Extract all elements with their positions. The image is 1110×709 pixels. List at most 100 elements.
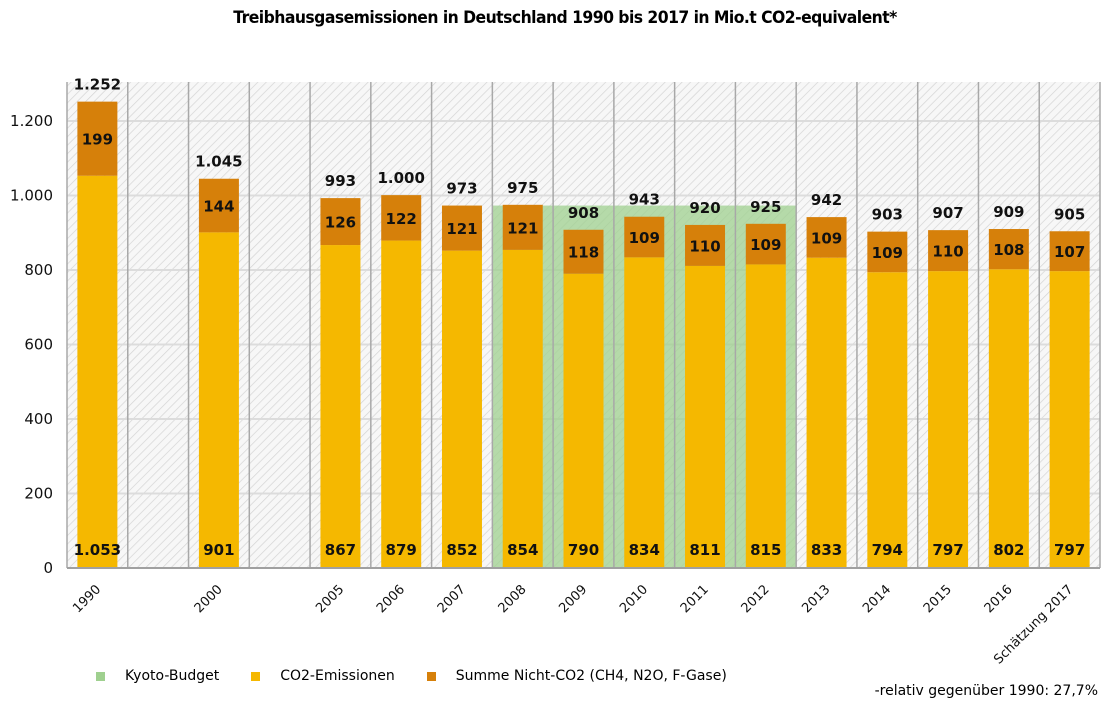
data-label-co2: 852 (446, 541, 477, 559)
x-tick-label: 2000 (192, 582, 226, 616)
data-label-co2: 834 (629, 541, 660, 559)
x-tick-label: 2013 (799, 582, 833, 616)
data-label-co2: 811 (689, 541, 720, 559)
y-tick-label: 1.200 (10, 112, 53, 130)
data-label-co2: 867 (325, 541, 356, 559)
bar-co2 (928, 271, 969, 568)
data-label-co2: 879 (386, 541, 417, 559)
bar-co2 (988, 269, 1029, 568)
bar-non-co2 (381, 195, 422, 241)
data-label-co2: 815 (750, 541, 781, 559)
data-label-co2: 797 (932, 541, 963, 559)
data-label-total: 1.045 (195, 153, 242, 171)
bar-non-co2 (806, 217, 847, 258)
x-tick-label: 2014 (860, 582, 894, 616)
legend-swatch-co2 (251, 671, 261, 681)
data-label-total: 1.252 (74, 76, 121, 94)
bar-non-co2 (928, 230, 969, 272)
data-label-non-co2: 107 (1054, 243, 1085, 261)
x-tick-label: 2010 (617, 582, 651, 616)
data-label-total: 920 (689, 199, 720, 217)
legend-item-non-co2: Summe Nicht-CO2 (CH4, N2O, F-Gase) (426, 668, 727, 684)
bar-non-co2 (624, 216, 665, 258)
x-tick-label: 2005 (313, 582, 347, 616)
bar-non-co2 (988, 229, 1029, 270)
bar-co2 (745, 264, 786, 568)
data-label-total: 975 (507, 179, 538, 197)
bar-non-co2 (685, 224, 726, 266)
data-label-total: 905 (1054, 205, 1085, 223)
data-label-total: 909 (993, 203, 1024, 221)
bar-non-co2 (320, 198, 361, 246)
data-label-non-co2: 126 (325, 214, 356, 232)
legend-item-co2: CO2-Emissionen (251, 668, 395, 684)
bar-non-co2 (77, 101, 118, 176)
bar-co2 (198, 232, 239, 568)
bar-co2 (624, 257, 665, 568)
legend-label-co2: CO2-Emissionen (280, 668, 395, 684)
y-tick-label: 0 (43, 559, 53, 577)
data-label-total: 903 (872, 206, 903, 224)
y-tick-label: 800 (24, 261, 53, 279)
data-label-total: 943 (629, 191, 660, 209)
bar-non-co2 (745, 223, 786, 265)
data-label-total: 908 (568, 204, 599, 222)
data-label-total: 973 (446, 180, 477, 198)
data-label-non-co2: 108 (993, 241, 1024, 259)
data-label-non-co2: 199 (82, 131, 113, 149)
data-label-total: 925 (750, 198, 781, 216)
data-label-non-co2: 109 (872, 244, 903, 262)
legend-label-kyoto-budget: Kyoto-Budget (125, 668, 220, 684)
bar-non-co2 (441, 205, 482, 251)
data-label-non-co2: 110 (932, 243, 963, 261)
legend: Kyoto-Budget CO2-Emissionen Summe Nicht-… (96, 668, 759, 684)
bar-non-co2 (867, 231, 908, 273)
bar-co2 (441, 250, 482, 568)
bar-non-co2 (1049, 231, 1090, 272)
data-label-non-co2: 121 (446, 220, 477, 238)
data-label-total: 907 (932, 204, 963, 222)
data-label-non-co2: 109 (629, 229, 660, 247)
bar-non-co2 (198, 178, 239, 233)
x-tick-label: 1990 (70, 582, 104, 616)
legend-label-non-co2: Summe Nicht-CO2 (CH4, N2O, F-Gase) (455, 668, 727, 684)
data-label-co2: 794 (872, 541, 903, 559)
y-tick-label: 400 (24, 410, 53, 428)
data-label-co2: 797 (1054, 541, 1085, 559)
x-tick-label: 2016 (982, 582, 1016, 616)
bar-co2 (77, 175, 118, 568)
legend-item-kyoto-budget: Kyoto-Budget (96, 668, 219, 684)
y-tick-label: 600 (24, 336, 53, 354)
data-label-non-co2: 109 (811, 229, 842, 247)
x-tick-label: 2012 (739, 582, 773, 616)
y-tick-label: 200 (24, 485, 53, 503)
data-label-non-co2: 121 (507, 219, 538, 237)
data-label-total: 942 (811, 191, 842, 209)
bar-co2 (320, 245, 361, 569)
data-label-non-co2: 122 (386, 210, 417, 228)
data-label-non-co2: 144 (203, 198, 234, 216)
x-tick-label: 2007 (435, 582, 469, 616)
bar-non-co2 (502, 204, 543, 250)
bar-co2 (867, 272, 908, 568)
x-tick-label: 2008 (496, 582, 530, 616)
legend-swatch-non-co2 (426, 671, 436, 681)
data-label-co2: 802 (993, 541, 1024, 559)
x-tick-label: 2011 (678, 582, 712, 616)
legend-swatch-kyoto-budget (96, 671, 105, 681)
data-label-co2: 854 (507, 541, 538, 559)
bar-co2 (806, 257, 847, 568)
data-label-co2: 833 (811, 541, 842, 559)
data-label-co2: 901 (203, 541, 234, 559)
chart-title: Treibhausgasemissionen in Deutschland 19… (233, 8, 897, 28)
bar-co2 (563, 273, 604, 568)
data-label-co2: 1.053 (74, 541, 121, 559)
footnote: -relativ gegenüber 1990: 27,7% (874, 683, 1098, 699)
y-tick-label: 1.000 (10, 187, 53, 205)
x-tick-label: 2015 (921, 582, 955, 616)
bar-co2 (381, 240, 422, 568)
bar-non-co2 (563, 229, 604, 274)
data-label-non-co2: 110 (689, 237, 720, 255)
data-label-co2: 790 (568, 541, 599, 559)
data-label-non-co2: 109 (750, 236, 781, 254)
